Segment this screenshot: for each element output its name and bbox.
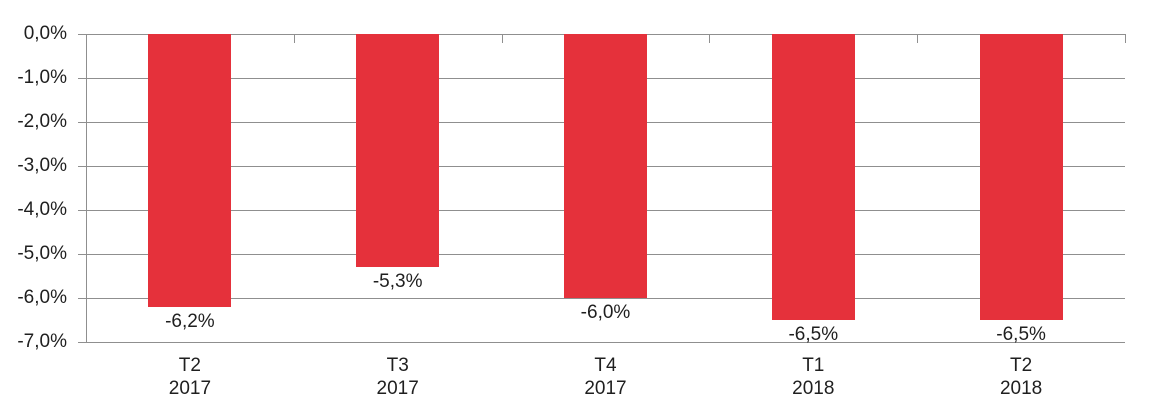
y-axis-tick-label: -3,0% xyxy=(17,155,67,176)
y-axis-tick-label: -1,0% xyxy=(17,67,67,88)
category-tick xyxy=(502,34,503,43)
x-axis-tick-label: T1 2018 xyxy=(792,355,835,399)
category-tick xyxy=(294,34,295,43)
bar-value-label: -6,2% xyxy=(165,310,215,332)
bar-value-label: -5,3% xyxy=(372,271,423,293)
gridline xyxy=(78,298,1125,299)
category-tick xyxy=(86,34,87,43)
category-tick xyxy=(1125,34,1126,43)
y-axis-line xyxy=(86,34,87,343)
bar xyxy=(979,34,1063,320)
bar xyxy=(356,34,440,268)
bar-value-label: -6,5% xyxy=(788,324,839,345)
x-axis-tick-label: T2 2018 xyxy=(999,355,1043,399)
y-axis-tick-label: -5,0% xyxy=(17,243,67,264)
y-axis-tick-label: -2,0% xyxy=(17,111,67,132)
y-axis-tick-label: -6,0% xyxy=(17,287,67,308)
x-axis-tick-label: T4 2017 xyxy=(584,355,627,399)
bar xyxy=(148,34,232,307)
bar xyxy=(564,34,647,298)
category-tick xyxy=(709,34,710,43)
x-axis-tick-label: T2 2017 xyxy=(168,355,212,399)
y-axis-tick-label: -7,0% xyxy=(17,331,67,352)
bar xyxy=(771,34,855,320)
gridline xyxy=(78,342,1125,343)
bar-value-label: -6,5% xyxy=(996,324,1046,345)
y-axis-tick-label: -4,0% xyxy=(17,199,67,220)
y-axis-tick-label: 0,0% xyxy=(23,23,67,44)
bar-value-label: -6,0% xyxy=(580,302,631,323)
x-axis-tick-label: T3 2017 xyxy=(376,355,419,399)
category-tick xyxy=(917,34,918,43)
